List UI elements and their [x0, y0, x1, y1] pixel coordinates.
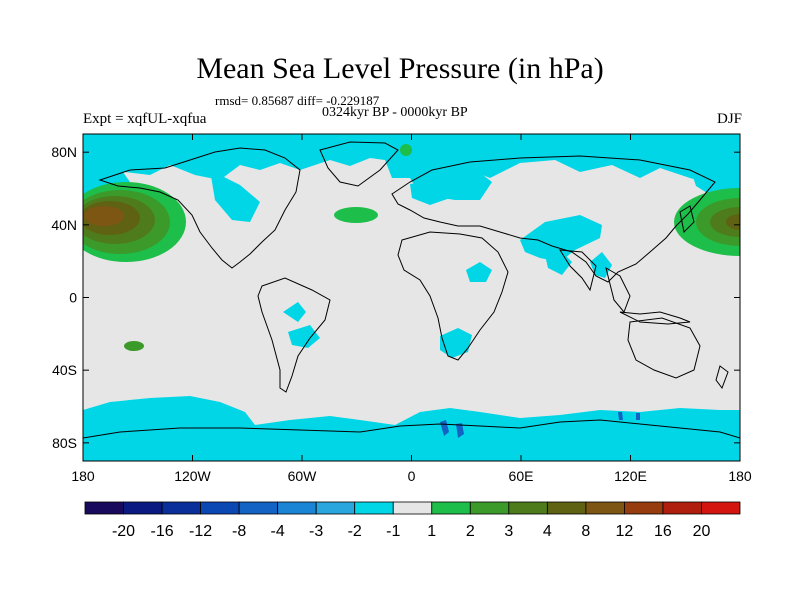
colorbar-label: 4 — [543, 523, 552, 540]
colorbar-label: -8 — [232, 523, 246, 540]
colorbar-label: 20 — [693, 523, 711, 540]
colorbar-label: -16 — [150, 523, 173, 540]
colorbar-swatch — [624, 501, 664, 515]
lat-label: 80N — [51, 144, 77, 160]
sahara-low — [466, 262, 492, 282]
colorbar-swatch — [123, 501, 163, 515]
lat-label: 80S — [52, 435, 77, 451]
south-africa-low — [440, 328, 472, 358]
colorbar-swatch — [392, 501, 433, 515]
colorbar-label: -1 — [386, 523, 400, 540]
arabia-low — [545, 250, 572, 275]
north-atlantic-high — [334, 207, 378, 223]
colorbar-label: 2 — [466, 523, 475, 540]
colorbar-swatch — [161, 501, 201, 515]
stats-text: rmsd= 0.85687 diff= -0.229187 — [215, 93, 380, 108]
colorbar-swatch — [315, 501, 356, 515]
colorbar-label: -12 — [189, 523, 212, 540]
colorbar-swatch — [238, 501, 279, 515]
colorbar-label: 8 — [581, 523, 590, 540]
axis-labels: 80N 40N 0 40S 80S 180 120W 60W 0 60E 120E 180 — [51, 134, 752, 484]
colorbar-swatch — [662, 501, 702, 515]
colorbar: -20 -16 -12 -8 -4 -3 -2 -1 1 2 3 4 8 12 16 20 — [84, 501, 741, 540]
south-pacific-high — [124, 341, 144, 351]
lat-label: 0 — [69, 290, 77, 306]
lon-label: 60W — [288, 468, 318, 484]
colorbar-label: -4 — [271, 523, 285, 540]
lon-label: 120E — [614, 468, 647, 484]
asia-low-shading — [520, 215, 602, 262]
colorbar-swatch — [277, 501, 317, 515]
coastlines — [83, 141, 740, 439]
colorbar-label: 1 — [427, 523, 436, 540]
colorbar-swatch — [701, 501, 741, 515]
colorbar-label: 3 — [504, 523, 513, 540]
lat-label: 40N — [51, 217, 77, 233]
map-title: Mean Sea Level Pressure (in hPa) — [196, 52, 604, 85]
lon-label: 180 — [71, 468, 95, 484]
lon-label: 180 — [728, 468, 752, 484]
north-pacific-east-high — [674, 188, 740, 256]
colorbar-swatch — [84, 501, 124, 515]
lon-label: 120W — [174, 468, 211, 484]
experiment-label: Expt = xqfUL-xqfua — [83, 111, 207, 127]
colorbar-swatch — [508, 501, 548, 515]
lat-label: 40S — [52, 362, 77, 378]
period-text: 0324kyr BP - 0000kyr BP — [322, 105, 468, 120]
arctic-low-shading — [83, 134, 740, 200]
colorbar-swatch — [200, 501, 240, 515]
southern-ocean-low-band — [83, 396, 740, 461]
south-america-low-south — [288, 325, 320, 348]
south-america-low-north — [283, 302, 306, 322]
colorbar-label: -3 — [309, 523, 323, 540]
colorbar-swatch — [431, 501, 471, 515]
colorbar-swatch — [585, 501, 625, 515]
colorbar-label: -2 — [348, 523, 362, 540]
europe-low — [410, 180, 450, 205]
season-label: DJF — [716, 111, 742, 127]
north-pacific-west-high — [83, 182, 186, 262]
colorbar-swatch — [469, 501, 510, 515]
lon-label: 60E — [509, 468, 534, 484]
colorbar-label: -20 — [112, 523, 135, 540]
colorbar-swatch — [354, 501, 394, 515]
colorbar-swatch — [546, 501, 587, 515]
lon-label: 0 — [408, 468, 416, 484]
greenland-high — [400, 144, 412, 156]
arctic-low-patch — [210, 170, 260, 222]
antarctic-blue-spots — [440, 412, 640, 438]
colorbar-label: 16 — [654, 523, 672, 540]
colorbar-label: 12 — [616, 523, 634, 540]
